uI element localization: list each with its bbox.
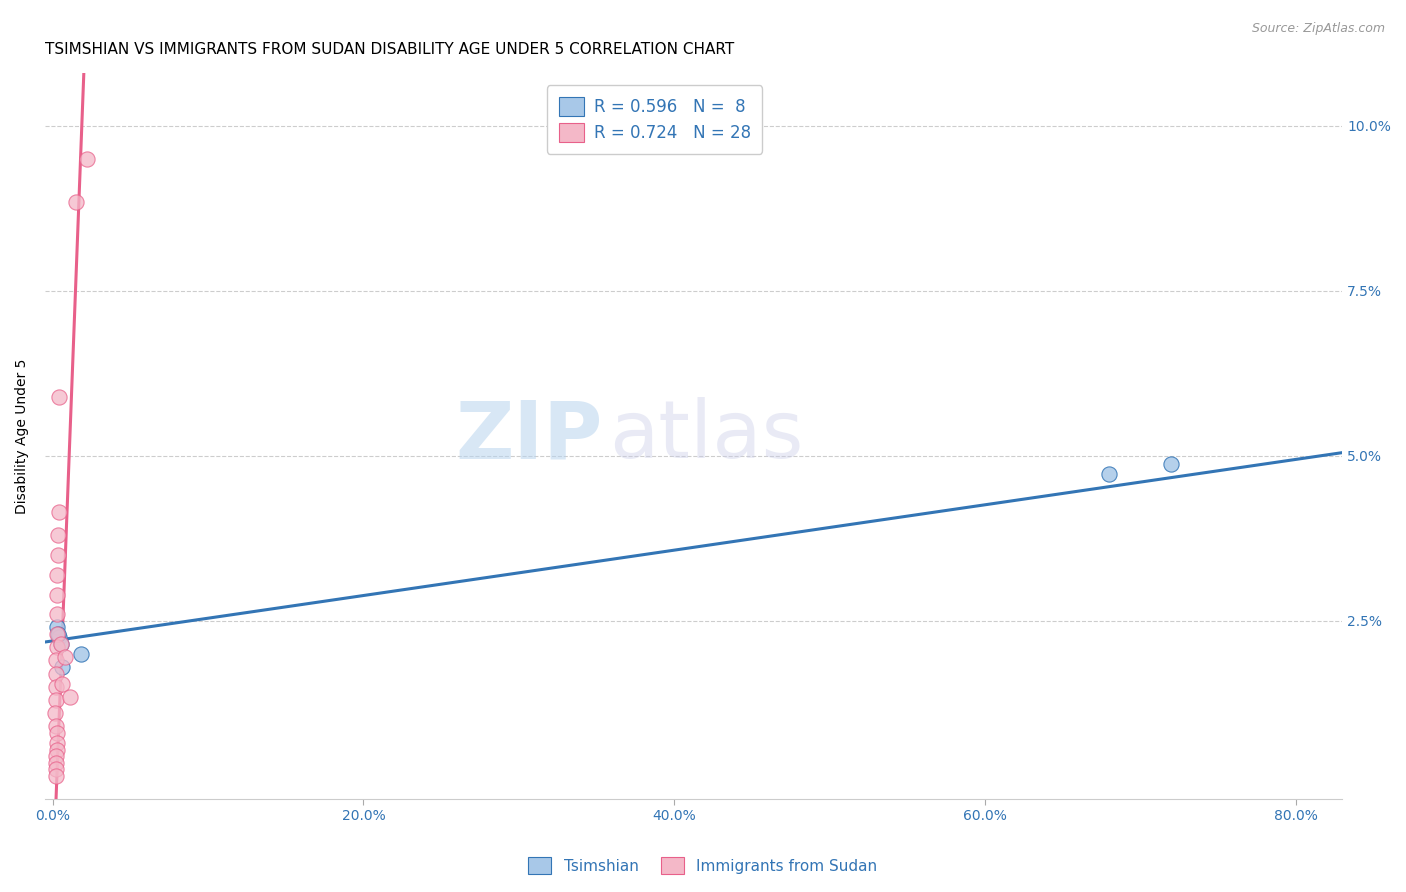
Point (46, 627, 69, 641)
Point (65, 194, 87, 209)
Text: TSIMSHIAN VS IMMIGRANTS FROM SUDAN DISABILITY AGE UNDER 5 CORRELATION CHART: TSIMSHIAN VS IMMIGRANTS FROM SUDAN DISAB… (45, 42, 734, 57)
Point (46, 620, 69, 634)
Point (45, 749, 67, 764)
Point (45, 607, 67, 622)
Point (45, 627, 67, 641)
Point (69, 647, 91, 661)
Point (45, 640, 67, 655)
Point (59, 690, 82, 704)
Point (53, 650, 76, 665)
Point (1098, 467, 1121, 482)
Point (76, 152, 98, 166)
Point (49, 637, 72, 651)
Legend: Tsimshian, Immigrants from Sudan: Tsimshian, Immigrants from Sudan (522, 851, 884, 880)
Point (45, 666, 67, 681)
Point (48, 631, 70, 645)
Point (48, 390, 70, 404)
Point (51, 676, 73, 690)
Text: ZIP: ZIP (456, 397, 603, 475)
Point (1160, 457, 1182, 471)
Point (46, 567, 69, 582)
Text: Source: ZipAtlas.com: Source: ZipAtlas.com (1251, 22, 1385, 36)
Point (46, 528, 69, 542)
Point (45, 693, 67, 707)
Point (49, 637, 72, 651)
Point (45, 769, 67, 783)
Point (46, 548, 69, 562)
Point (46, 736, 69, 750)
Point (51, 660, 73, 674)
Point (46, 726, 69, 740)
Point (45, 653, 67, 667)
Point (44, 706, 66, 721)
Legend: R = 0.596   N =  8, R = 0.724   N = 28: R = 0.596 N = 8, R = 0.724 N = 28 (547, 85, 762, 153)
Point (48, 505, 70, 519)
Point (45, 680, 67, 694)
Y-axis label: Disability Age Under 5: Disability Age Under 5 (15, 359, 30, 514)
Point (45, 742, 67, 756)
Point (45, 756, 67, 770)
Point (45, 763, 67, 777)
Point (45, 719, 67, 733)
Text: atlas: atlas (609, 397, 804, 475)
Point (46, 587, 69, 601)
